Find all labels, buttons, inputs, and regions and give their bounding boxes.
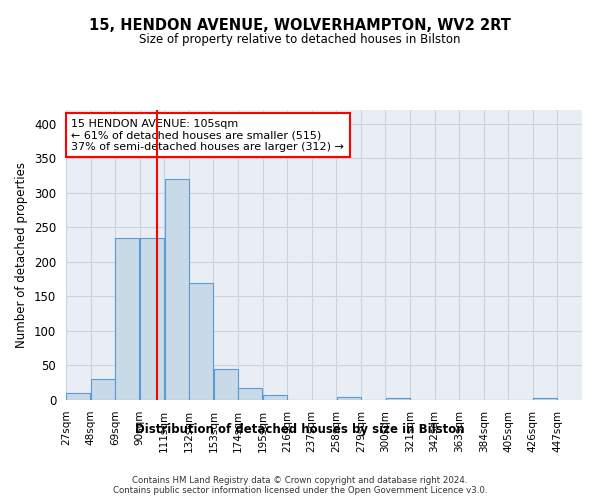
Bar (238, 388, 262, 400)
Bar (115, 238, 139, 400)
Text: 15, HENDON AVENUE, WOLVERHAMPTON, WV2 2RT: 15, HENDON AVENUE, WOLVERHAMPTON, WV2 2R… (89, 18, 511, 32)
Text: Contains HM Land Registry data © Crown copyright and database right 2024.
Contai: Contains HM Land Registry data © Crown c… (113, 476, 487, 495)
Text: Distribution of detached houses by size in Bilston: Distribution of detached houses by size … (135, 422, 465, 436)
Bar (533, 398, 557, 400)
Bar (164, 179, 188, 400)
Bar (140, 238, 164, 400)
Bar (189, 282, 213, 400)
Bar (386, 398, 410, 400)
Y-axis label: Number of detached properties: Number of detached properties (16, 162, 28, 348)
Bar (337, 396, 361, 400)
Bar (263, 395, 287, 400)
Bar (91, 380, 115, 400)
Text: Size of property relative to detached houses in Bilston: Size of property relative to detached ho… (139, 32, 461, 46)
Bar (66, 393, 90, 400)
Bar (214, 369, 238, 400)
Text: 15 HENDON AVENUE: 105sqm
← 61% of detached houses are smaller (515)
37% of semi-: 15 HENDON AVENUE: 105sqm ← 61% of detach… (71, 118, 344, 152)
